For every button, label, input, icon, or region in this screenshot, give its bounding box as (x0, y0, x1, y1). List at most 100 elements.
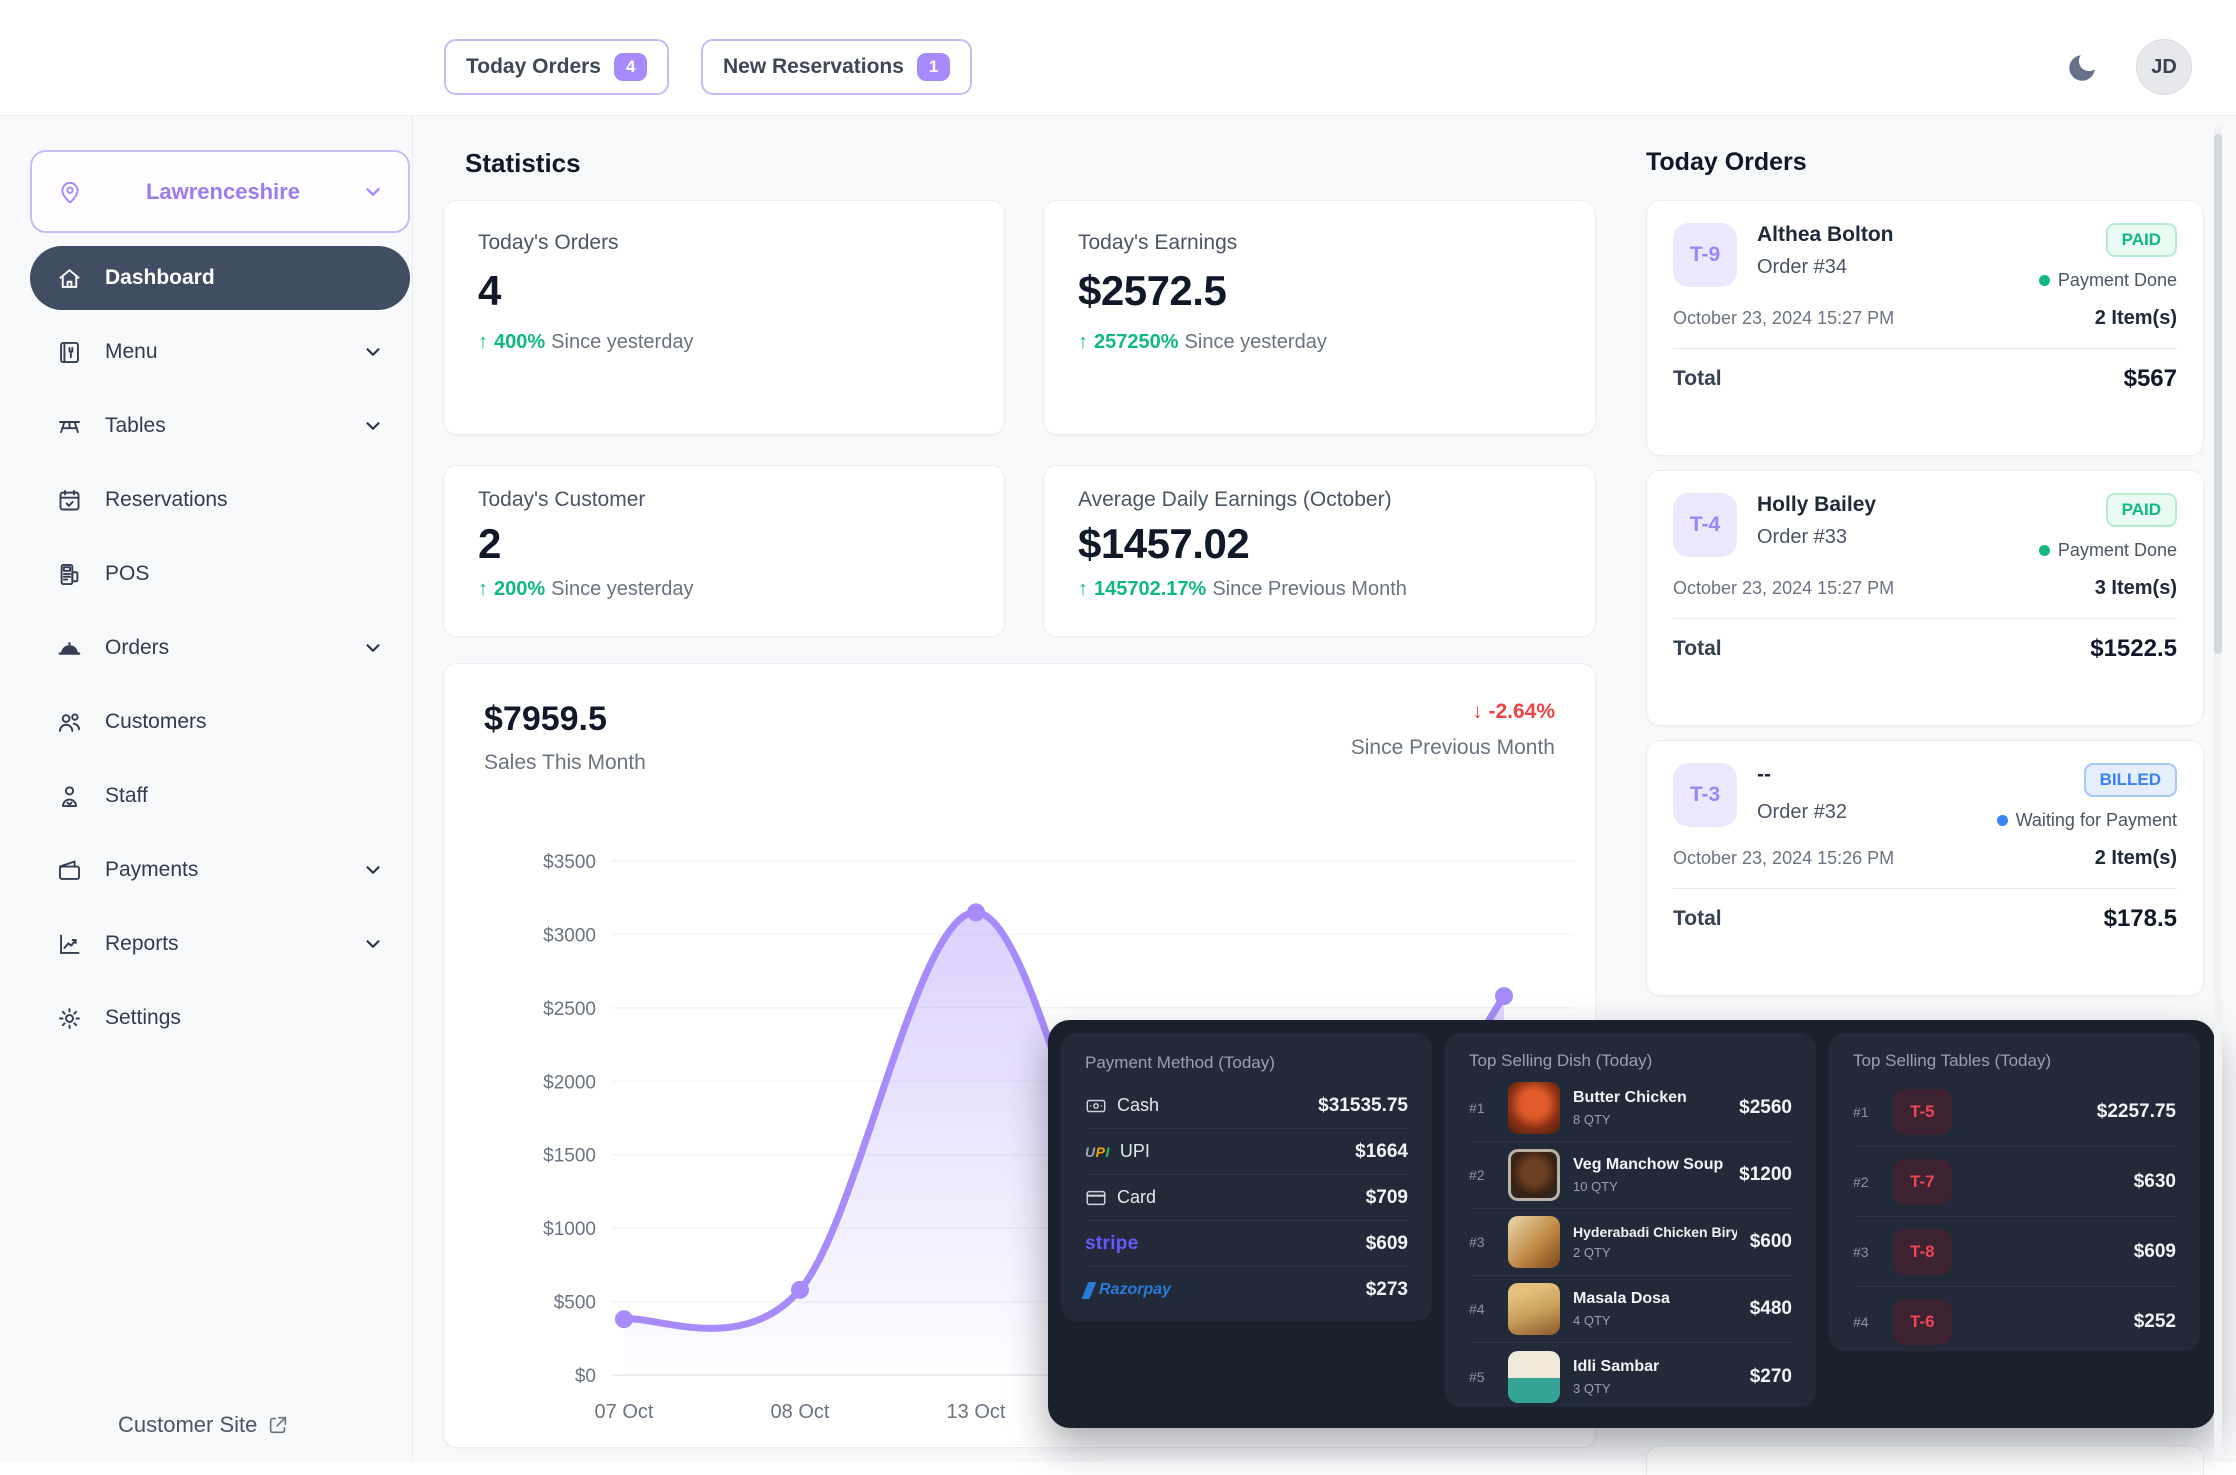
chevron-down-icon (366, 644, 380, 652)
dish-qty: 3 QTY (1573, 1380, 1611, 1396)
stat-value: $2572.5 (1078, 267, 1227, 314)
menu-book-icon (60, 341, 79, 363)
stat-value: $1457.02 (1078, 520, 1250, 567)
svg-text:$500: $500 (554, 1293, 596, 1314)
order-card[interactable]: T-4 Holly Bailey Order #33 PAID Payment … (1646, 470, 2204, 726)
divider (1673, 888, 2177, 889)
today-orders-button[interactable]: Today Orders 4 (444, 39, 670, 95)
dish-amount: $480 (1749, 1298, 1792, 1319)
new-reservations-button[interactable]: New Reservations 1 (701, 39, 973, 95)
stat-label: Today's Orders (478, 231, 619, 254)
svg-text:$0: $0 (575, 1366, 596, 1387)
payment-status: Waiting for Payment (1996, 810, 2177, 831)
sidebar-nav: Dashboard Menu Tables Reserva (30, 246, 410, 1050)
table-row: #2 T-7 $630 (1853, 1147, 2176, 1217)
stat-label: Today's Earnings (1078, 231, 1238, 254)
dark-widgets-panel: Payment Method (Today) Cash $31535.75 UP… (1048, 1020, 2215, 1428)
sidebar-item-menu[interactable]: Menu (30, 320, 410, 384)
dish-photo (1508, 1283, 1560, 1335)
table-icon (58, 420, 81, 433)
payment-status: Payment Done (2038, 540, 2177, 561)
chart-line-icon (60, 934, 80, 954)
dish-name: Idli Sambar (1573, 1357, 1660, 1375)
sidebar-item-reservations[interactable]: Reservations (30, 468, 410, 532)
delta-up-arrow-icon: ↑ (478, 331, 488, 353)
payment-row-card: Card $709 (1085, 1175, 1408, 1221)
sidebar-item-settings[interactable]: Settings (30, 986, 410, 1050)
table-chip: T-4 (1673, 493, 1737, 557)
payment-method-amount: $273 (1365, 1279, 1408, 1300)
dish-qty: 8 QTY (1573, 1112, 1611, 1127)
total-value: $178.5 (2103, 905, 2177, 932)
status-dot-icon (2038, 545, 2050, 556)
sidebar-item-label: Reports (105, 932, 179, 955)
table-amount: $2257.75 (2096, 1100, 2176, 1122)
table-row: #3 T-8 $609 (1853, 1217, 2176, 1287)
delta-up-arrow-icon: ↑ (1078, 578, 1088, 600)
sidebar-item-label: Customers (105, 710, 207, 733)
rank-label: #3 (1469, 1234, 1485, 1250)
status-badge: PAID (2105, 223, 2177, 257)
stat-delta: ↑ 400% Since yesterday (478, 331, 970, 354)
sidebar-item-staff[interactable]: Staff (30, 764, 410, 828)
order-items-count: 3 Item(s) (2094, 577, 2177, 599)
payment-row-upi: UPI UPI $1664 (1085, 1129, 1408, 1175)
chevron-down-icon (366, 422, 380, 430)
sales-change: ↓ -2.64% (1351, 700, 1555, 724)
delta-value: 200% (494, 578, 546, 600)
rank-label: #4 (1469, 1301, 1485, 1317)
order-card[interactable]: T-9 Althea Bolton Order #34 PAID Payment… (1646, 200, 2204, 456)
sidebar-item-dashboard[interactable]: Dashboard (30, 246, 410, 310)
dish-row: #5 Idli Sambar 3 QTY $270 (1469, 1343, 1792, 1410)
sidebar-item-customers[interactable]: Customers (30, 690, 410, 754)
sidebar-item-payments[interactable]: Payments (30, 838, 410, 902)
payment-status: Payment Done (2038, 270, 2177, 291)
sidebar-item-tables[interactable]: Tables (30, 394, 410, 458)
customer-name: Holly Bailey (1757, 493, 1877, 516)
scrollbar-thumb[interactable] (2214, 134, 2222, 654)
user-avatar[interactable]: JD (2136, 39, 2192, 95)
table-chip: T-7 (1893, 1158, 1952, 1205)
customer-site-link[interactable]: Customer Site (118, 1412, 289, 1438)
dish-amount: $1200 (1739, 1164, 1792, 1185)
chevron-down-icon (366, 348, 380, 356)
rank-label: #3 (1853, 1243, 1869, 1260)
sidebar-item-label: POS (105, 562, 150, 585)
svg-text:$2500: $2500 (543, 999, 596, 1020)
sidebar-item-label: Settings (105, 1006, 181, 1029)
order-card-partial[interactable] (1646, 1445, 2204, 1475)
location-selector[interactable]: Lawrenceshire (30, 150, 410, 233)
sidebar-item-orders[interactable]: Orders (30, 616, 410, 680)
stat-value: 4 (478, 267, 501, 314)
rank-label: #1 (1469, 1100, 1485, 1116)
svg-text:$3500: $3500 (543, 852, 596, 873)
sidebar-item-pos[interactable]: POS (30, 542, 410, 606)
customer-name: -- (1757, 763, 1771, 786)
delta-value: 145702.17% (1094, 578, 1207, 600)
order-number: Order #33 (1757, 526, 1848, 548)
svg-text:13 Oct: 13 Oct (947, 1401, 1006, 1423)
svg-text:$3000: $3000 (543, 925, 596, 946)
dark-mode-toggle[interactable] (2062, 48, 2102, 88)
table-amount: $630 (2133, 1170, 2176, 1192)
stat-delta: ↑ 200% Since yesterday (478, 578, 970, 601)
dish-amount: $2560 (1739, 1097, 1792, 1118)
stripe-logo: stripe (1085, 1232, 1139, 1254)
svg-text:08 Oct: 08 Oct (771, 1401, 830, 1423)
gear-icon (59, 1007, 80, 1029)
dish-name: Masala Dosa (1573, 1290, 1670, 1307)
order-card[interactable]: T-3 -- Order #32 BILLED Waiting for Paym… (1646, 740, 2204, 996)
users-icon (58, 712, 81, 732)
today-orders-button-label: Today Orders (466, 55, 601, 78)
chevron-down-icon (366, 866, 380, 874)
stat-label: Today's Customer (478, 488, 646, 511)
payment-method-title: Payment Method (Today) (1085, 1053, 1275, 1072)
sales-change-value: -2.64% (1488, 700, 1555, 723)
status-dot-icon (2038, 275, 2050, 286)
delta-up-arrow-icon: ↑ (478, 578, 488, 600)
sidebar-item-reports[interactable]: Reports (30, 912, 410, 976)
dish-qty: 2 QTY (1573, 1245, 1611, 1260)
table-chip: T-5 (1893, 1088, 1952, 1135)
payment-method-name: Card (1117, 1187, 1157, 1207)
topbar: Today Orders 4 New Reservations 1 JD (0, 0, 2236, 116)
